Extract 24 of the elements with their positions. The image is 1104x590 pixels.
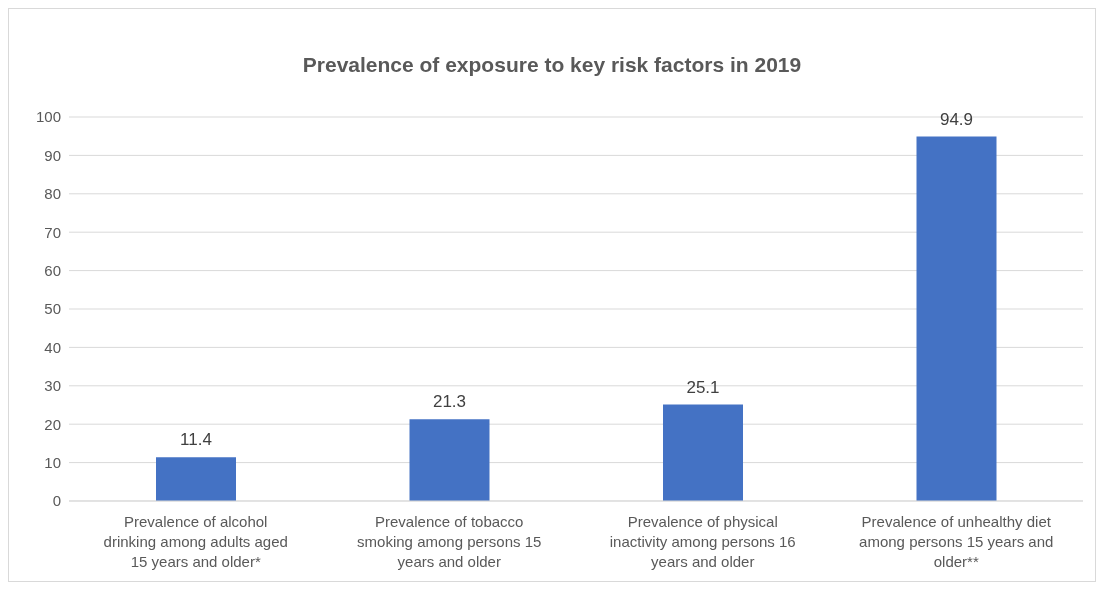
x-tick-label: Prevalence of unhealthy diet among persons 15 years and older** bbox=[859, 513, 1054, 570]
x-tick-label: Prevalence of physical inactivity among persons 16 years and older bbox=[609, 513, 796, 570]
y-tick-label: 60 bbox=[44, 261, 61, 279]
y-tick-label: 40 bbox=[44, 338, 61, 356]
x-tick-label: Prevalence of tobacco smoking among persons 15 years and older bbox=[357, 513, 542, 570]
y-tick-label: 70 bbox=[44, 223, 61, 241]
y-tick-label: 0 bbox=[52, 492, 61, 510]
y-tick-label: 20 bbox=[44, 415, 61, 433]
bar bbox=[156, 457, 236, 501]
bar bbox=[663, 404, 743, 501]
y-tick-label: 30 bbox=[44, 377, 61, 395]
y-tick-label: 10 bbox=[44, 453, 61, 471]
data-label: 25.1 bbox=[686, 377, 720, 397]
data-label: 94.9 bbox=[939, 109, 974, 129]
data-label: 21.3 bbox=[432, 392, 467, 412]
y-tick-label: 90 bbox=[44, 146, 61, 164]
data-label: 11.4 bbox=[180, 430, 212, 450]
chart-title: Prevalence of exposure to key risk factors in 2019 bbox=[301, 52, 803, 78]
y-tick-label: 50 bbox=[44, 300, 61, 318]
y-tick-label: 80 bbox=[44, 185, 61, 203]
bar bbox=[916, 136, 997, 501]
x-tick-label: Prevalence of alcohol drinking among adults aged 15 years and older* bbox=[103, 513, 288, 570]
y-tick-label: 100 bbox=[35, 108, 61, 126]
bar bbox=[409, 419, 490, 501]
